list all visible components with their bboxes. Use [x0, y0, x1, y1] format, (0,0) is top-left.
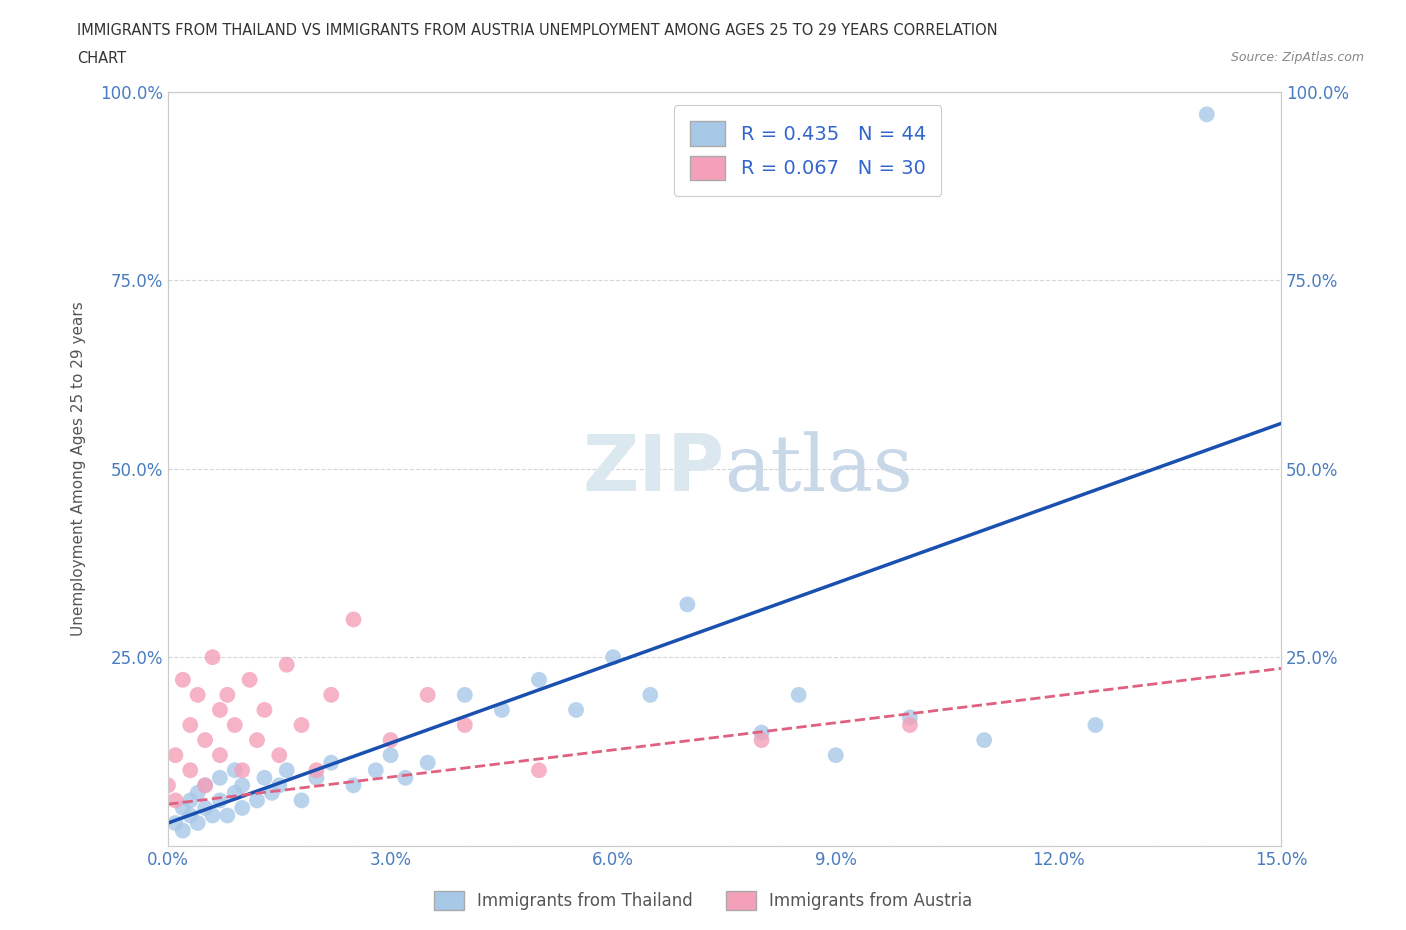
- Point: [172, 801, 194, 816]
- Point: [751, 733, 773, 748]
- Point: [342, 777, 364, 792]
- Point: [751, 725, 773, 740]
- Point: [454, 718, 477, 733]
- Point: [179, 763, 201, 777]
- Point: [290, 718, 312, 733]
- Point: [194, 777, 217, 792]
- Point: [305, 770, 328, 785]
- Point: [276, 658, 298, 672]
- Point: [640, 687, 662, 702]
- Point: [602, 650, 624, 665]
- Point: [194, 733, 217, 748]
- Point: [231, 763, 253, 777]
- Point: [194, 777, 217, 792]
- Point: [231, 801, 253, 816]
- Point: [253, 702, 276, 717]
- Point: [260, 786, 283, 801]
- Point: [179, 808, 201, 823]
- Point: [527, 672, 550, 687]
- Y-axis label: Unemployment Among Ages 25 to 29 years: Unemployment Among Ages 25 to 29 years: [72, 301, 86, 636]
- Point: [217, 808, 239, 823]
- Point: [224, 786, 246, 801]
- Point: [416, 755, 439, 770]
- Point: [187, 786, 209, 801]
- Point: [224, 718, 246, 733]
- Point: [321, 687, 343, 702]
- Point: [165, 816, 187, 830]
- Point: [187, 687, 209, 702]
- Point: [172, 672, 194, 687]
- Point: [208, 702, 231, 717]
- Point: [342, 612, 364, 627]
- Point: [527, 763, 550, 777]
- Point: [217, 687, 239, 702]
- Point: [165, 793, 187, 808]
- Point: [290, 793, 312, 808]
- Point: [565, 702, 588, 717]
- Point: [269, 777, 291, 792]
- Point: [194, 801, 217, 816]
- Text: CHART: CHART: [77, 51, 127, 66]
- Legend: R = 0.435   N = 44, R = 0.067   N = 30: R = 0.435 N = 44, R = 0.067 N = 30: [675, 105, 942, 196]
- Text: ZIP: ZIP: [582, 431, 724, 507]
- Point: [156, 777, 179, 792]
- Point: [364, 763, 387, 777]
- Point: [380, 733, 402, 748]
- Point: [491, 702, 513, 717]
- Point: [1195, 107, 1218, 122]
- Point: [246, 793, 269, 808]
- Point: [1084, 718, 1107, 733]
- Point: [201, 808, 224, 823]
- Point: [208, 748, 231, 763]
- Point: [898, 710, 921, 724]
- Point: [187, 816, 209, 830]
- Point: [973, 733, 995, 748]
- Point: [269, 748, 291, 763]
- Point: [321, 755, 343, 770]
- Point: [165, 748, 187, 763]
- Point: [172, 823, 194, 838]
- Point: [246, 733, 269, 748]
- Point: [253, 770, 276, 785]
- Point: [416, 687, 439, 702]
- Point: [208, 793, 231, 808]
- Point: [276, 763, 298, 777]
- Point: [239, 672, 262, 687]
- Point: [305, 763, 328, 777]
- Text: Source: ZipAtlas.com: Source: ZipAtlas.com: [1230, 51, 1364, 64]
- Point: [208, 770, 231, 785]
- Point: [179, 793, 201, 808]
- Text: atlas: atlas: [724, 431, 914, 507]
- Point: [179, 718, 201, 733]
- Text: IMMIGRANTS FROM THAILAND VS IMMIGRANTS FROM AUSTRIA UNEMPLOYMENT AMONG AGES 25 T: IMMIGRANTS FROM THAILAND VS IMMIGRANTS F…: [77, 23, 998, 38]
- Point: [231, 777, 253, 792]
- Point: [454, 687, 477, 702]
- Point: [380, 748, 402, 763]
- Point: [898, 718, 921, 733]
- Point: [224, 763, 246, 777]
- Point: [201, 650, 224, 665]
- Point: [394, 770, 416, 785]
- Point: [824, 748, 846, 763]
- Legend: Immigrants from Thailand, Immigrants from Austria: Immigrants from Thailand, Immigrants fro…: [427, 884, 979, 917]
- Point: [787, 687, 810, 702]
- Point: [676, 597, 699, 612]
